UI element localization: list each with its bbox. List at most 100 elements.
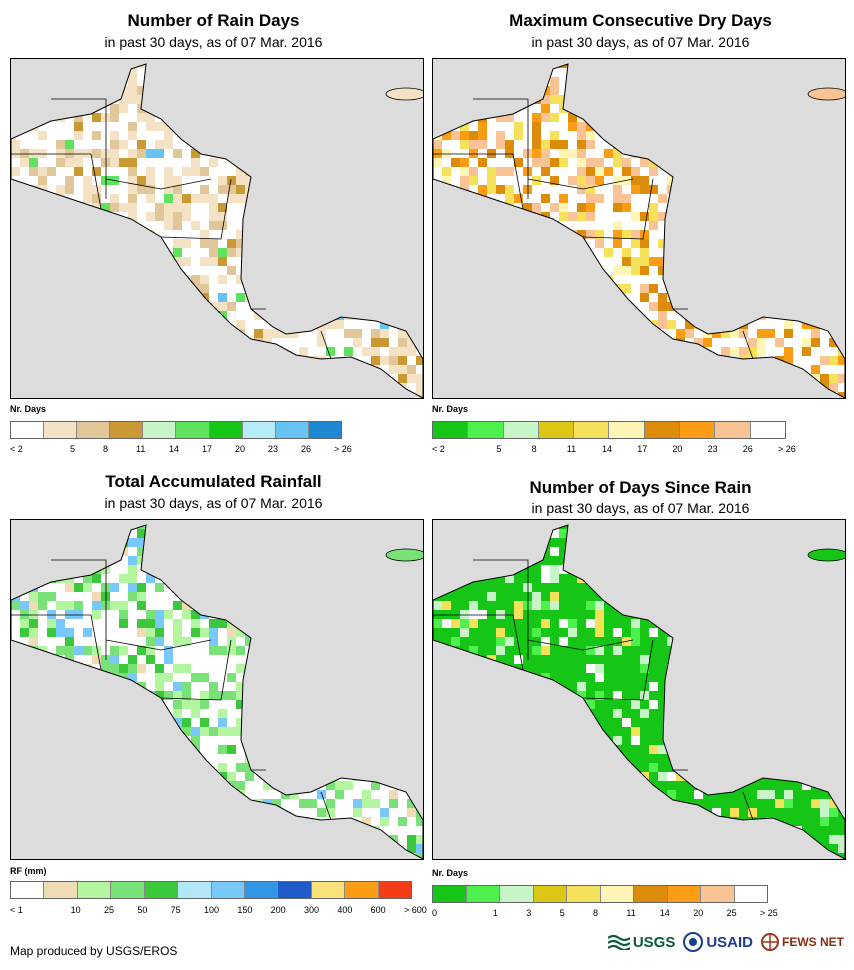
legend-swatch (308, 422, 341, 438)
legend-swatch (466, 886, 500, 902)
legend-swatch (567, 886, 601, 902)
map-total-rainfall (10, 519, 424, 860)
legend-tick-label: 11 (566, 444, 577, 454)
legend-swatch (701, 886, 735, 902)
panel-total-rainfall: Total Accumulated Rainfall in past 30 da… (0, 470, 427, 930)
legend-tick-label: 0 (432, 908, 438, 918)
map-canvas (433, 63, 845, 398)
legend-tick-label: 400 (337, 905, 353, 915)
legend-tick-label: 14 (602, 444, 613, 454)
legend-swatch (433, 422, 469, 438)
legend-tick-label: 600 (370, 905, 386, 915)
legend-swatch (667, 886, 701, 902)
legend-tick-label: 20 (235, 444, 246, 454)
legend-tick-label: 1 (492, 908, 498, 918)
legend-swatch (11, 422, 45, 438)
legend-tick-label: 50 (137, 905, 148, 915)
panel-title: Maximum Consecutive Dry Days (509, 11, 772, 30)
legend-swatch (44, 422, 78, 438)
island (385, 548, 423, 562)
panel-rain-days: Number of Rain Days in past 30 days, as … (0, 0, 427, 470)
panel-title: Total Accumulated Rainfall (105, 472, 322, 491)
legend-swatch (644, 422, 681, 438)
land-area (11, 64, 423, 398)
legend-tick-label: 14 (659, 908, 670, 918)
legend-tick-label: 20 (672, 444, 683, 454)
map-rain-days (10, 58, 424, 399)
legend-swatch (433, 886, 467, 902)
legend-tick-label: < 2 (432, 444, 445, 454)
legend-swatch (378, 882, 412, 898)
legend-tick-label: 5 (559, 908, 565, 918)
map-canvas (11, 524, 423, 859)
legend-bar (10, 881, 412, 899)
country-borders (11, 98, 332, 360)
country-borders (433, 98, 754, 360)
legend-title: RF (mm) (10, 866, 47, 876)
panel-days-since-rain: Number of Days Since Rain in past 30 day… (427, 470, 854, 930)
logo-strip: USGS USAID FEWS NET (607, 932, 844, 952)
panel-title: Number of Rain Days (127, 11, 300, 30)
legend-swatch (503, 422, 539, 438)
coastline (433, 63, 845, 398)
coastline (433, 524, 845, 859)
legend-tick-label: 75 (170, 905, 181, 915)
legend-tick-label: 20 (693, 908, 704, 918)
legend-swatch (734, 886, 767, 902)
map-days-since-rain (432, 519, 846, 860)
legend-swatch (574, 422, 610, 438)
legend-tick-label: > 25 (760, 908, 778, 918)
legend-swatch (11, 882, 45, 898)
panel-title: Number of Days Since Rain (529, 478, 752, 497)
legend-swatch (600, 886, 634, 902)
legend-swatch (680, 422, 716, 438)
legend-title: Nr. Days (432, 404, 469, 414)
legend-tick-label: 150 (237, 905, 253, 915)
legend-swatch (311, 882, 346, 898)
legend-swatch (111, 882, 145, 898)
legend-tick-label: > 600 (404, 905, 427, 915)
legend-bar (10, 421, 342, 439)
legend-tick-label: 8 (593, 908, 599, 918)
usaid-seal-icon (683, 932, 704, 952)
legend-swatch (750, 422, 785, 438)
legend-tick-label: 10 (70, 905, 81, 915)
legend-tick-label: 200 (270, 905, 286, 915)
island (807, 548, 845, 562)
legend-title: Nr. Days (10, 404, 47, 414)
panel-subtitle: in past 30 days, as of 07 Mar. 2016 (531, 34, 750, 50)
legend-swatch (178, 882, 212, 898)
legend-tick-label: 3 (526, 908, 532, 918)
country-borders (433, 559, 754, 821)
legend-swatch (244, 882, 279, 898)
legend-swatch (144, 882, 179, 898)
fewsnet-globe-icon (761, 933, 779, 951)
legend-swatch (275, 422, 309, 438)
legend-swatch (143, 422, 177, 438)
data-grid (11, 525, 423, 859)
legend-tick-label: 26 (301, 444, 312, 454)
map-dry-days (432, 58, 846, 399)
panel-dry-days: Maximum Consecutive Dry Days in past 30 … (427, 0, 854, 470)
legend-swatch (345, 882, 379, 898)
legend-swatch (538, 422, 575, 438)
coastline (11, 524, 423, 859)
legend-tick-label: 8 (103, 444, 109, 454)
panel-subtitle: in past 30 days, as of 07 Mar. 2016 (104, 495, 323, 511)
legend-swatch (715, 422, 751, 438)
legend-title: Nr. Days (432, 868, 469, 878)
legend-tick-label: 11 (136, 444, 146, 454)
legend-tick-label: 23 (268, 444, 279, 454)
legend-tick-label: 11 (626, 908, 636, 918)
legend-tick-label: < 2 (10, 444, 23, 454)
legend-swatch (609, 422, 645, 438)
legend-swatch (176, 422, 210, 438)
island (807, 87, 845, 101)
legend-swatch (77, 422, 111, 438)
legend-tick-label: 8 (531, 444, 537, 454)
legend-swatch (500, 886, 534, 902)
panel-subtitle: in past 30 days, as of 07 Mar. 2016 (104, 34, 323, 50)
legend-tick-label: 23 (707, 444, 718, 454)
legend-swatch (278, 882, 312, 898)
legend-swatch (634, 886, 668, 902)
